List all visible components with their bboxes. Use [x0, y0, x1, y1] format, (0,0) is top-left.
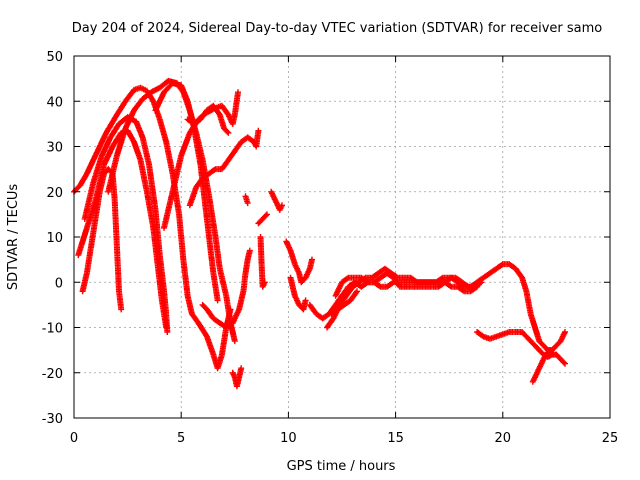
chart-title: Day 204 of 2024, Sidereal Day-to-day VTE…	[72, 21, 603, 36]
series-trace-12	[242, 193, 251, 207]
y-tick-label: 10	[46, 231, 63, 246]
series-trace-10	[199, 247, 253, 331]
y-tick-label: 20	[46, 186, 63, 201]
point-markers	[81, 114, 171, 335]
x-tick-label: 10	[280, 431, 297, 446]
point-markers	[242, 193, 251, 207]
series-trace-23	[529, 347, 553, 385]
series-trace-8	[186, 127, 262, 209]
point-markers	[186, 127, 262, 209]
series-trace-20	[332, 274, 481, 299]
data-points	[71, 77, 568, 390]
point-markers	[255, 211, 270, 227]
series-trace-14	[255, 211, 270, 227]
point-markers	[529, 347, 553, 385]
y-tick-label: 50	[46, 50, 63, 65]
y-tick-label: 0	[55, 276, 63, 291]
x-tick-label: 25	[602, 431, 619, 446]
series-trace-13	[257, 234, 268, 290]
point-markers	[229, 365, 245, 390]
point-markers	[199, 247, 253, 331]
series-trace-5	[79, 166, 125, 313]
series-trace-9	[184, 102, 232, 136]
y-tick-label: -30	[42, 412, 63, 427]
point-markers	[283, 238, 315, 286]
y-axis-label: SDTVAR / TECUs	[6, 184, 21, 291]
series-trace-15	[268, 188, 285, 213]
point-markers	[287, 274, 309, 313]
point-markers	[268, 188, 285, 213]
series-trace-17	[287, 274, 309, 313]
series-trace-16	[283, 238, 315, 286]
axis-ticks: 0 5 10 15 20 25 -30 -20 -10 0 10 20 30 40 50	[42, 50, 619, 446]
point-markers	[257, 234, 268, 290]
series-trace-11	[229, 365, 245, 390]
x-tick-label: 5	[177, 431, 185, 446]
x-tick-label: 15	[387, 431, 404, 446]
point-markers	[79, 166, 125, 313]
series-trace-21	[328, 288, 360, 317]
point-markers	[332, 274, 481, 299]
y-tick-label: 40	[46, 95, 63, 110]
point-markers	[184, 102, 232, 136]
series-trace-2	[81, 114, 171, 335]
x-axis-label: GPS time / hours	[287, 459, 396, 474]
x-tick-label: 20	[495, 431, 512, 446]
point-markers	[328, 288, 360, 317]
y-tick-label: -20	[42, 367, 63, 382]
y-tick-label: -10	[42, 322, 63, 337]
y-tick-label: 30	[46, 141, 63, 156]
x-tick-label: 0	[70, 431, 78, 446]
